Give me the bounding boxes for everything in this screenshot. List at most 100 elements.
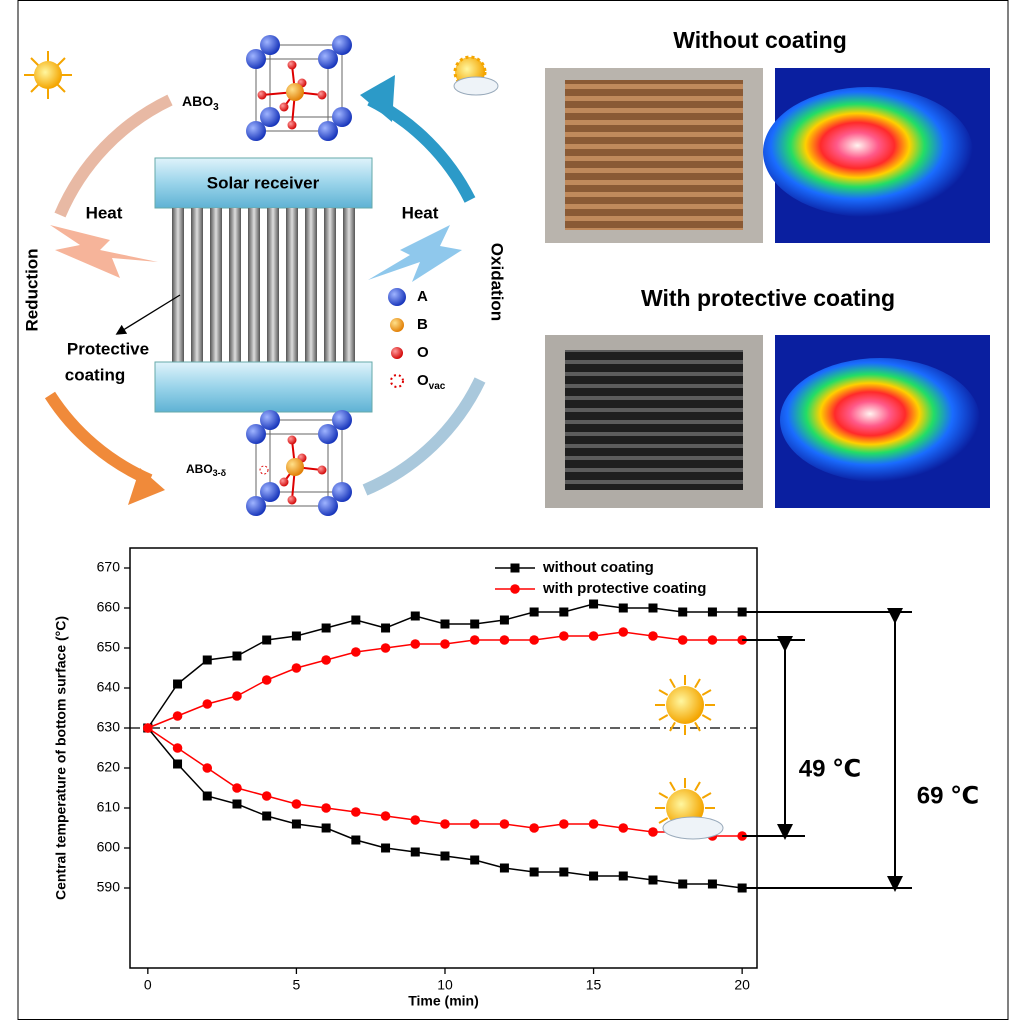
atom-legend: ABOOvac — [388, 288, 446, 392]
reduction-label: Reduction — [22, 248, 41, 331]
point — [351, 836, 360, 845]
point — [173, 680, 182, 689]
point — [203, 792, 212, 801]
point — [262, 791, 272, 801]
ray — [659, 818, 668, 823]
point — [351, 616, 360, 625]
ray — [695, 722, 700, 731]
point — [262, 636, 271, 645]
point — [292, 663, 302, 673]
point — [410, 815, 420, 825]
ray — [670, 679, 675, 688]
heat-bolt — [368, 225, 462, 282]
pointer — [120, 295, 180, 332]
difference-label: 69 ℃ — [917, 782, 979, 809]
tube — [210, 208, 222, 362]
abo3d-label: ABO3-δ — [186, 462, 227, 478]
atom-a — [332, 410, 352, 430]
point — [292, 820, 301, 829]
atom-o — [288, 436, 297, 445]
atom-o — [258, 91, 267, 100]
point — [203, 656, 212, 665]
ray — [670, 782, 675, 791]
point — [381, 624, 390, 633]
point — [529, 823, 539, 833]
point — [648, 827, 658, 837]
atom-a — [332, 107, 352, 127]
y-tick-label: 670 — [97, 559, 121, 575]
point — [381, 643, 391, 653]
point — [678, 608, 687, 617]
plot-frame — [130, 548, 757, 968]
point — [678, 635, 688, 645]
atom-b — [286, 458, 304, 476]
point — [500, 864, 509, 873]
point — [321, 655, 331, 665]
atom-o — [280, 103, 289, 112]
point — [173, 743, 183, 753]
legend-atom — [388, 288, 406, 306]
receiver-label: Solar receiver — [207, 173, 320, 192]
point — [322, 824, 331, 833]
legend-atom — [390, 318, 404, 332]
x-tick-label: 15 — [586, 977, 602, 993]
y-tick-label: 660 — [97, 599, 121, 615]
y-tick-label: 600 — [97, 839, 121, 855]
point — [411, 612, 420, 621]
y-tick-label: 620 — [97, 759, 121, 775]
sun-icon — [24, 51, 72, 99]
point — [440, 620, 449, 629]
legend-base: A — [417, 288, 428, 305]
atom-a — [260, 107, 280, 127]
point — [648, 876, 657, 885]
point — [262, 812, 271, 821]
tube — [191, 208, 203, 362]
x-tick-label: 10 — [437, 977, 453, 993]
point — [529, 635, 539, 645]
tube — [324, 208, 336, 362]
point — [232, 783, 242, 793]
point — [500, 616, 509, 625]
point — [292, 632, 301, 641]
atom-a — [332, 482, 352, 502]
point — [411, 848, 420, 857]
point — [232, 800, 241, 809]
atom-o — [288, 496, 297, 505]
point — [440, 819, 450, 829]
legend-base: O — [417, 372, 429, 389]
point — [173, 760, 182, 769]
point — [410, 639, 420, 649]
arrow-head — [360, 75, 395, 122]
receiver-bottom — [155, 362, 372, 412]
point — [678, 880, 687, 889]
point — [351, 807, 361, 817]
point — [470, 856, 479, 865]
ray — [659, 690, 668, 695]
tube — [343, 208, 355, 362]
tube — [229, 208, 241, 362]
point — [589, 600, 598, 609]
y-tick-label: 630 — [97, 719, 121, 735]
ray — [659, 715, 668, 720]
heat-bolt — [50, 225, 158, 278]
atom-o — [318, 91, 327, 100]
legend-marker — [510, 584, 520, 594]
atom-a — [260, 482, 280, 502]
point — [618, 823, 628, 833]
photo-tubes — [565, 350, 743, 490]
legend-label: O — [417, 344, 429, 361]
point — [202, 699, 212, 709]
atom-o — [280, 478, 289, 487]
difference-label: 49 ℃ — [799, 755, 861, 782]
point — [708, 608, 717, 617]
photo-title: With protective coating — [641, 285, 895, 311]
point — [143, 723, 153, 733]
point — [173, 711, 183, 721]
sun-cloud-icon — [454, 57, 498, 95]
sun-cloud-icon — [655, 778, 723, 839]
x-tick-label: 5 — [293, 977, 301, 993]
point — [262, 675, 272, 685]
ray — [702, 793, 711, 798]
point — [530, 868, 539, 877]
photo-title: Without coating — [673, 27, 847, 53]
